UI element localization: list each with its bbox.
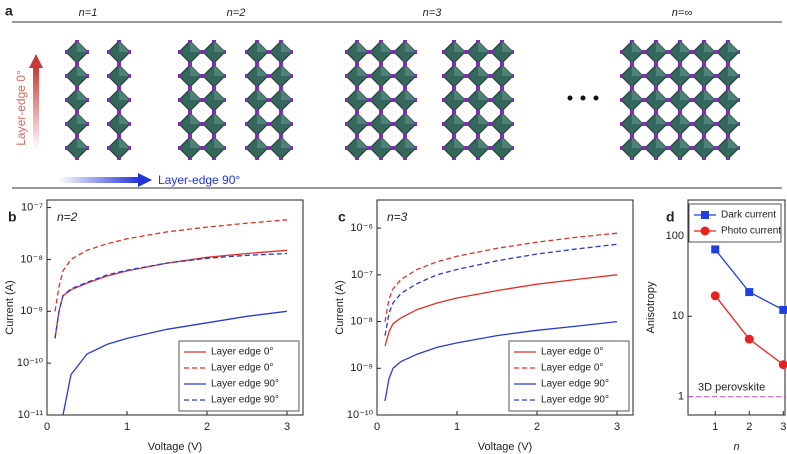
x-tick-label: 0	[374, 421, 380, 433]
x-tick-label: 1	[454, 421, 460, 433]
legend-label: Photo current	[721, 226, 781, 237]
arrow	[33, 66, 39, 150]
y-tick-label: 10⁻⁹	[20, 305, 43, 317]
annotation: n=2	[57, 210, 78, 224]
series-line	[714, 248, 784, 311]
x-axis-label: Voltage (V)	[148, 441, 202, 453]
y-axis-label: Current (A)	[334, 280, 346, 334]
x-tick-label: 1	[124, 421, 130, 433]
x-tick-label: 2	[534, 421, 540, 433]
y-tick-label: 10⁻¹⁰	[17, 357, 44, 369]
y-tick-label: 10	[672, 310, 684, 322]
x-tick-label: 0	[44, 421, 50, 433]
series-line	[384, 274, 618, 347]
marker	[779, 305, 787, 314]
column-label: n=3	[423, 7, 443, 19]
series-line	[714, 295, 784, 366]
plot-frame	[376, 199, 634, 416]
reference-label: 3D perovskite	[698, 381, 765, 393]
y-tick-label: 100	[666, 230, 684, 242]
x-axis-label: n	[733, 441, 739, 453]
arrow	[58, 177, 140, 183]
arrow-head	[138, 173, 152, 187]
x-axis-label: Voltage (V)	[478, 441, 532, 453]
y-tick-label: 10⁻⁷	[351, 269, 373, 281]
x-tick-label: 2	[204, 421, 210, 433]
y-tick-label: 1	[678, 390, 684, 402]
y-tick-label: 10⁻⁸	[20, 253, 43, 265]
y-tick-label: 10⁻⁶	[350, 222, 373, 234]
legend-label: Layer edge 90°	[211, 395, 279, 406]
x-tick-label: 3	[284, 421, 290, 433]
legend-label: Dark current	[721, 210, 776, 221]
series-line	[62, 310, 288, 416]
legend-label: Layer edge 90°	[211, 379, 279, 390]
marker	[711, 245, 720, 254]
y-tick-label: 10⁻⁹	[350, 362, 373, 374]
x-tick-label: 3	[780, 421, 786, 433]
column-label: n=1	[79, 7, 98, 19]
panel-label: b	[8, 209, 17, 225]
arrow-label: Layer-edge 90°	[158, 173, 240, 187]
legend-label: Layer edge 0°	[541, 363, 603, 374]
series-line	[384, 243, 618, 336]
legend-label: Layer edge 0°	[541, 347, 603, 358]
series-line	[384, 232, 618, 322]
legend-label: Layer edge 90°	[541, 395, 609, 406]
y-tick-label: 10⁻⁷	[21, 201, 43, 213]
y-tick-label: 10⁻⁸	[350, 315, 373, 327]
legend-label: Layer edge 0°	[211, 347, 273, 358]
legend-box	[688, 203, 782, 243]
series-line	[54, 219, 288, 312]
x-tick-label: 2	[746, 421, 752, 433]
panel-label: d	[666, 209, 675, 225]
series-line	[54, 249, 288, 339]
series-line	[384, 320, 618, 402]
legend-marker	[701, 211, 709, 219]
structures	[65, 40, 740, 160]
y-axis-label: Anisotropy	[645, 281, 657, 333]
column-label: n=2	[227, 7, 246, 19]
legend-box	[178, 340, 300, 412]
legend-label: Layer edge 0°	[211, 363, 273, 374]
marker	[744, 334, 754, 344]
y-axis-label: Current (A)	[4, 280, 16, 334]
legend-label: Layer edge 90°	[541, 379, 609, 390]
series-line	[54, 252, 288, 339]
y-tick-label: 10⁻¹⁰	[347, 409, 374, 421]
legend-box	[508, 340, 630, 412]
panel-label: a	[5, 3, 13, 19]
arrow-label: Layer-edge 0°	[14, 70, 28, 146]
marker	[710, 291, 720, 301]
legend-marker	[700, 226, 710, 236]
plot-frame	[46, 199, 304, 416]
arrow-head	[29, 54, 43, 68]
x-tick-label: 3	[614, 421, 620, 433]
annotation: n=3	[387, 210, 408, 224]
panel-label: c	[338, 209, 346, 225]
x-tick-label: 1	[712, 421, 718, 433]
y-tick-label: 10⁻¹¹	[18, 409, 44, 421]
marker	[778, 360, 787, 370]
marker	[745, 288, 754, 297]
column-label: n=∞	[672, 7, 693, 19]
